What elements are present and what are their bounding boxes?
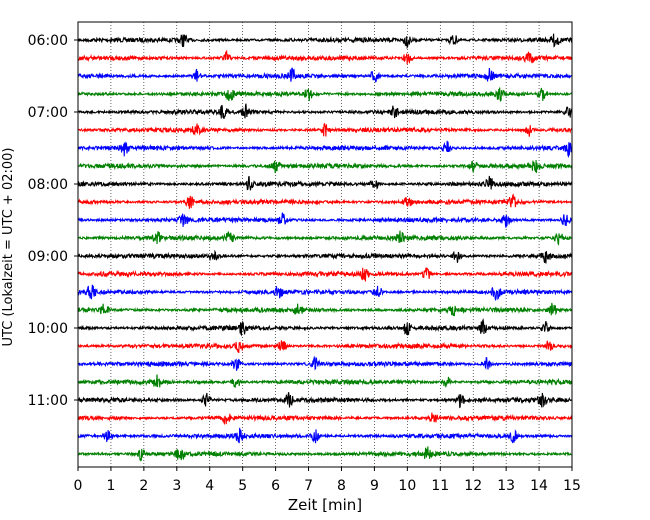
- x-tick-label-11: 11: [431, 478, 449, 494]
- x-tick-label-2: 2: [139, 478, 148, 494]
- seismic-traces: [77, 33, 573, 462]
- x-tick-label-7: 7: [304, 478, 313, 494]
- trace-0845: [77, 230, 573, 246]
- y-tick-label-5: 11:00: [28, 393, 68, 409]
- x-tick-label-9: 9: [370, 478, 379, 494]
- trace-1045: [77, 374, 573, 388]
- trace-1130: [77, 427, 573, 444]
- x-axis-ticks: 0 1 2 3 4 5 6 7 8 9 10 11 12 13 14 15: [74, 467, 581, 494]
- x-axis-label: Zeit [min]: [288, 496, 362, 514]
- trace-1015: [77, 340, 573, 354]
- x-tick-label-4: 4: [205, 478, 214, 494]
- trace-0900: [77, 249, 573, 264]
- y-axis-label: UTC (Lokalzeit = UTC + 02:00): [1, 148, 16, 347]
- trace-0830: [77, 212, 573, 228]
- trace-1030: [77, 355, 573, 371]
- trace-0815: [77, 193, 573, 209]
- x-tick-label-3: 3: [172, 478, 181, 494]
- x-tick-label-12: 12: [464, 478, 482, 494]
- trace-0745: [77, 159, 573, 174]
- x-tick-label-5: 5: [238, 478, 247, 494]
- trace-1100: [77, 392, 573, 409]
- trace-0630: [77, 67, 573, 83]
- x-tick-label-0: 0: [74, 478, 83, 494]
- trace-1000: [77, 318, 573, 337]
- trace-0915: [77, 267, 573, 282]
- trace-0730: [77, 140, 573, 159]
- x-tick-label-8: 8: [337, 478, 346, 494]
- x-tick-label-15: 15: [563, 478, 581, 494]
- y-tick-label-2: 08:00: [28, 177, 68, 193]
- trace-0645: [77, 87, 573, 102]
- trace-1115: [77, 412, 573, 426]
- trace-0615: [77, 49, 573, 65]
- y-tick-label-0: 06:00: [28, 33, 68, 49]
- trace-1145: [77, 446, 573, 462]
- trace-0930: [77, 284, 573, 302]
- trace-0715: [77, 122, 573, 137]
- x-tick-label-14: 14: [530, 478, 548, 494]
- plot-frame: [77, 21, 573, 468]
- y-axis-ticks: 06:00 07:00 08:00 09:00 10:00 11:00: [28, 33, 78, 409]
- y-tick-label-1: 07:00: [28, 105, 68, 121]
- trace-0945: [77, 302, 573, 317]
- trace-0600: [77, 33, 573, 50]
- x-tick-label-13: 13: [497, 478, 515, 494]
- x-tick-label-10: 10: [398, 478, 416, 494]
- x-tick-label-1: 1: [106, 478, 115, 494]
- x-gridlines: [110, 22, 540, 467]
- y-tick-label-3: 09:00: [28, 249, 68, 265]
- trace-0700: [77, 103, 573, 120]
- y-tick-label-4: 10:00: [28, 321, 68, 337]
- x-tick-label-6: 6: [271, 478, 280, 494]
- trace-0800: [77, 175, 573, 191]
